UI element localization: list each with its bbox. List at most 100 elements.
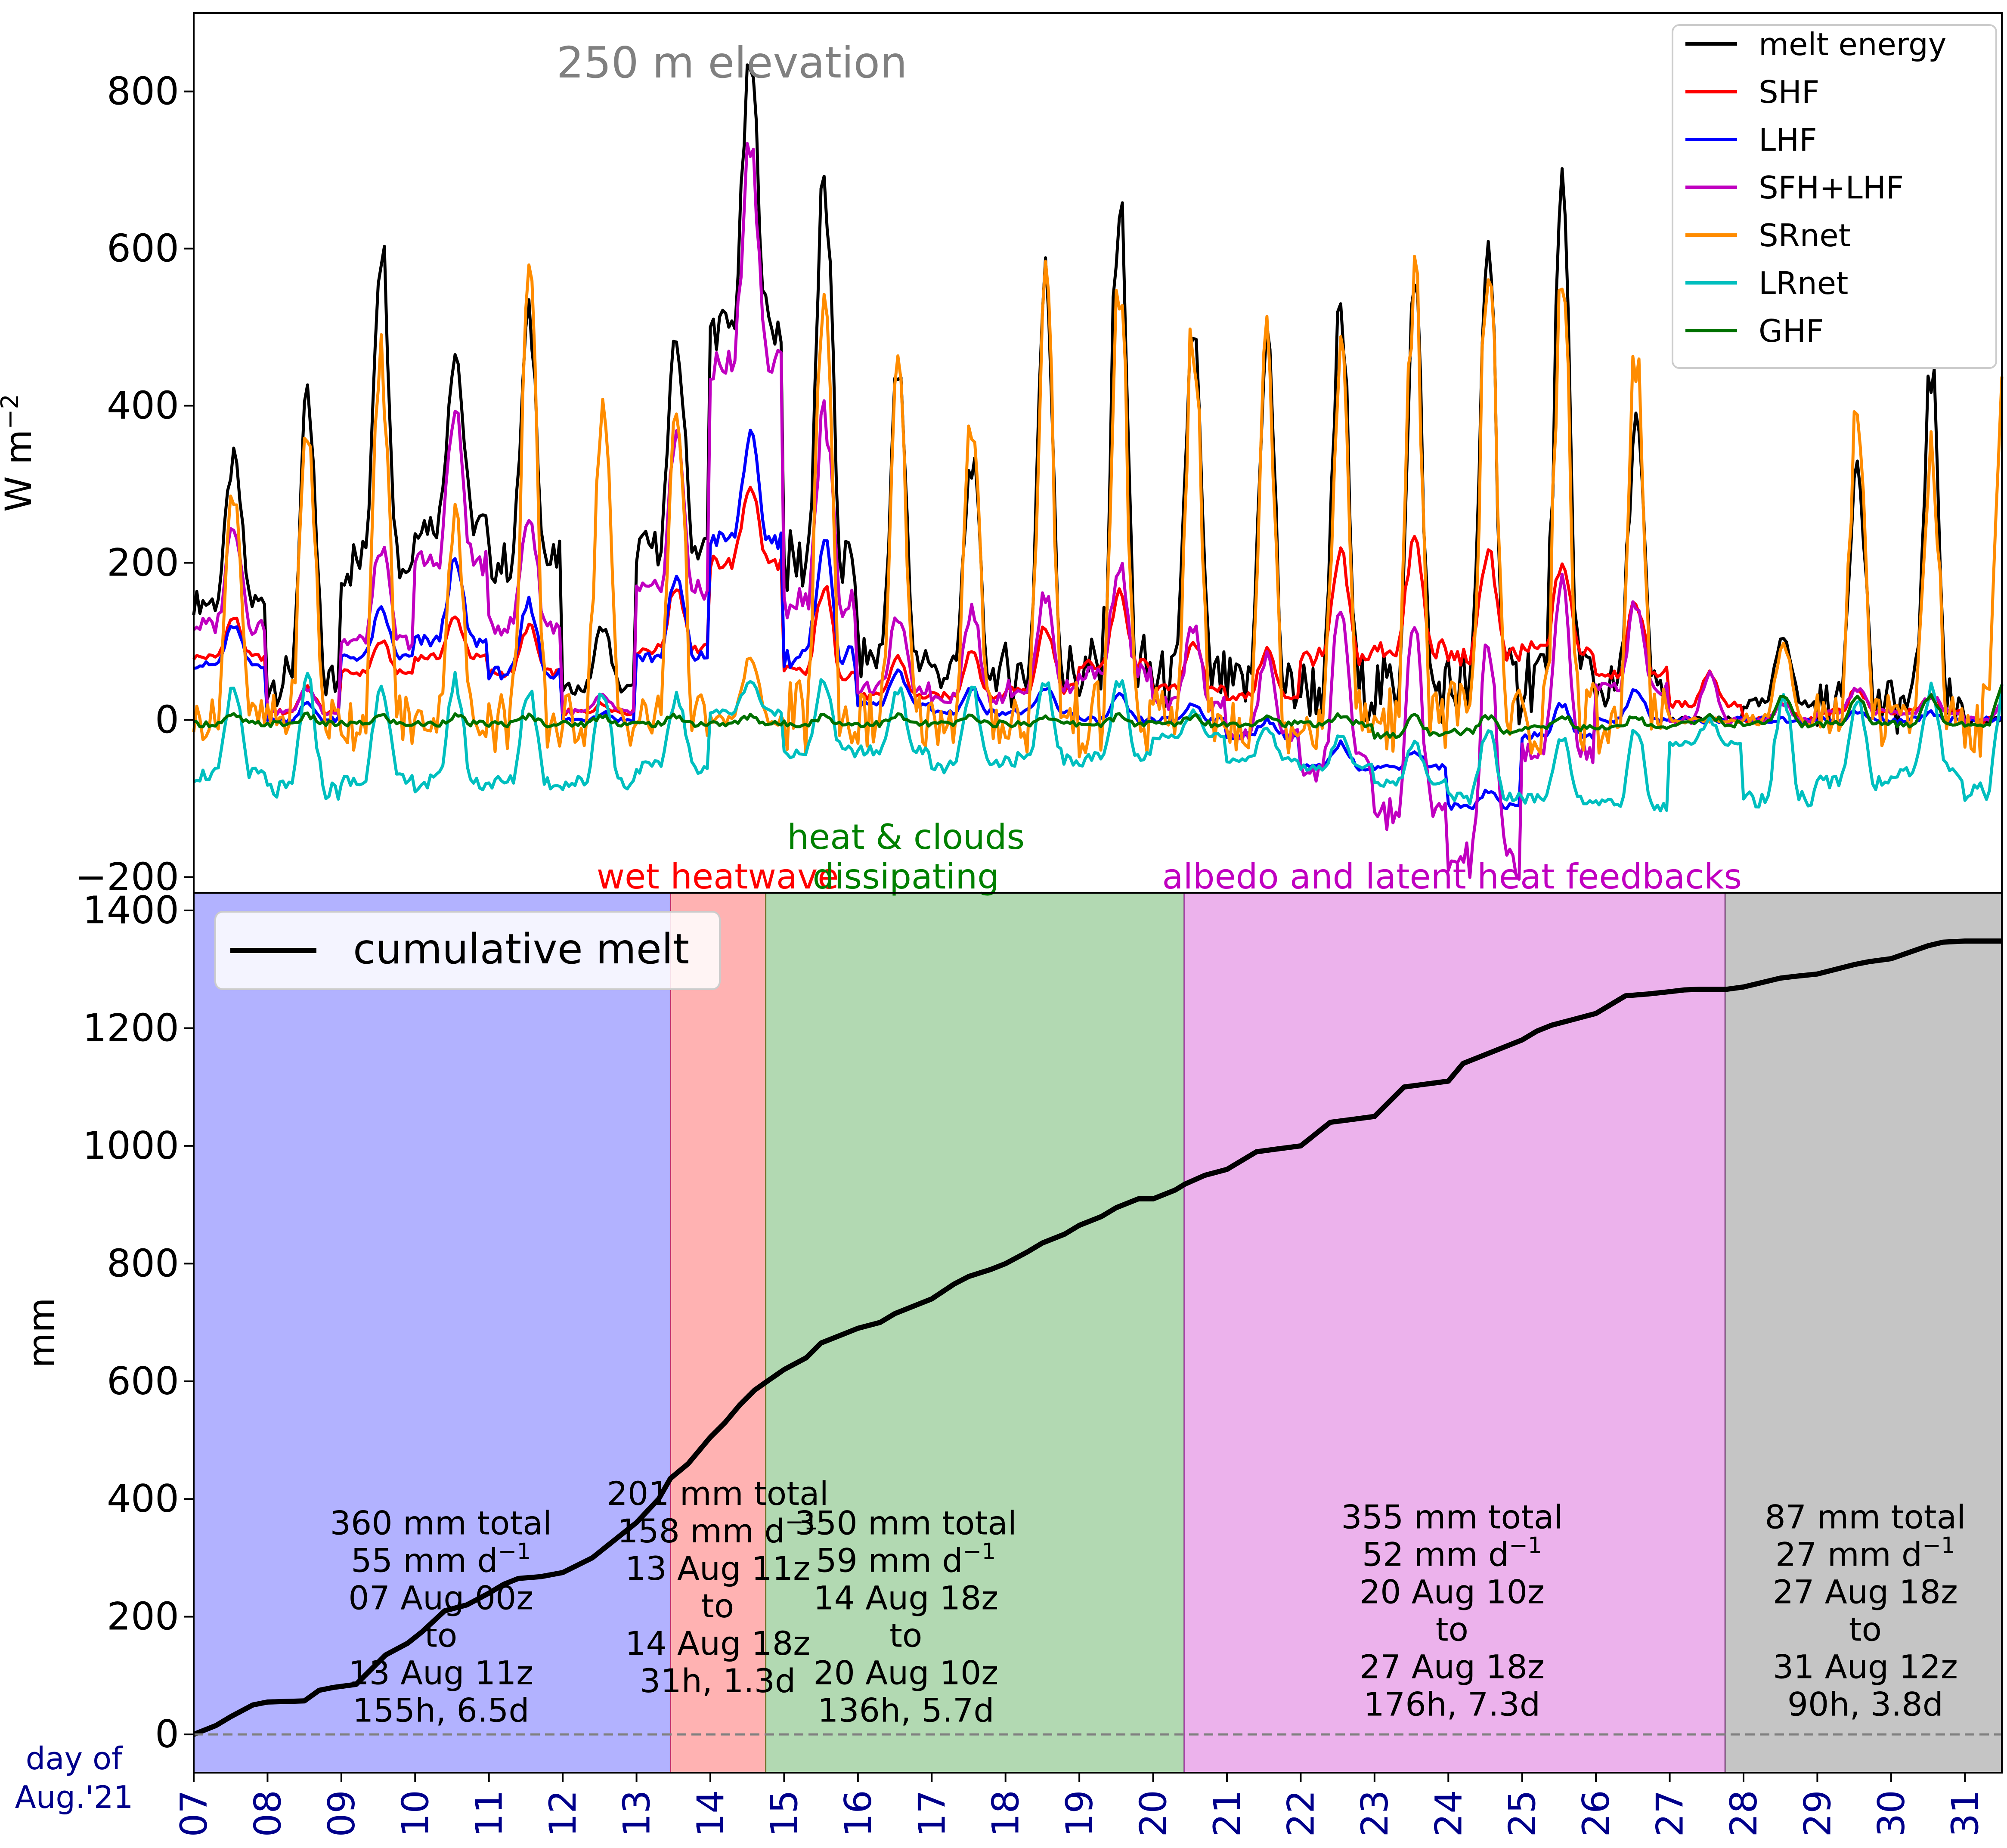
x-tick-label: 22 bbox=[1279, 1790, 1323, 1837]
bottom-y-tick-label: 800 bbox=[107, 1241, 179, 1285]
bottom-y-tick-label: 1200 bbox=[83, 1006, 179, 1050]
x-tick-label: 29 bbox=[1796, 1790, 1839, 1837]
period-span-3 bbox=[765, 892, 1185, 1774]
bottom-x-axis: 07 08 09 10 11 12 13 14 15 16 17 18 19 20 21 22 23 24 25 26… bbox=[173, 1773, 1987, 1837]
x-tick-label: 25 bbox=[1501, 1790, 1544, 1837]
bottom-y-tick-label: 200 bbox=[107, 1594, 179, 1639]
top-panel-series bbox=[192, 63, 2004, 881]
period-3-line-4: to bbox=[889, 1616, 922, 1654]
x-tick-label: 07 bbox=[173, 1790, 216, 1837]
bottom-legend: cumulative melt bbox=[214, 911, 721, 990]
period-1-line-4: to bbox=[424, 1616, 457, 1654]
x-tick-label: 13 bbox=[616, 1790, 659, 1837]
x-tick-label: 09 bbox=[320, 1790, 363, 1837]
bottom-y-axis-label: mm bbox=[20, 1297, 62, 1368]
period-spans bbox=[193, 892, 2003, 1774]
period-span-2 bbox=[669, 892, 767, 1774]
x-tick-label: 28 bbox=[1722, 1790, 1765, 1837]
x-tick-label: 16 bbox=[837, 1790, 880, 1837]
period-3-line-2: 59 mm d−1 bbox=[816, 1538, 996, 1579]
series-line-sfh-lhf bbox=[192, 142, 2002, 881]
legend-label-cumulative-melt: cumulative melt bbox=[353, 925, 689, 973]
legend-label-lhf: LHF bbox=[1759, 122, 1817, 158]
x-tick-label: 17 bbox=[911, 1790, 954, 1837]
top-y-tick-label: −200 bbox=[75, 855, 179, 899]
period-span-5 bbox=[1724, 892, 2003, 1774]
x-tick-label: 12 bbox=[542, 1790, 585, 1837]
x-tick-label: 23 bbox=[1353, 1790, 1397, 1837]
period-4-line-2: 52 mm d−1 bbox=[1362, 1533, 1542, 1574]
x-tick-label: 21 bbox=[1206, 1790, 1249, 1837]
x-tick-label: 11 bbox=[468, 1790, 511, 1837]
legend-label-melt-energy: melt energy bbox=[1759, 26, 1946, 62]
period-5-line-3: 27 Aug 18z bbox=[1773, 1573, 1958, 1611]
top-y-tick-label: 800 bbox=[107, 69, 179, 114]
series-line-cumulative-melt bbox=[192, 938, 2002, 1737]
period-span-4 bbox=[1183, 892, 1726, 1774]
bottom-panel-frame bbox=[193, 892, 2003, 1774]
period-1-line-1: 360 mm total bbox=[330, 1504, 552, 1542]
x-tick-label: 27 bbox=[1649, 1790, 1692, 1837]
x-tick-label: 15 bbox=[763, 1790, 806, 1837]
x-tick-label: 24 bbox=[1427, 1790, 1470, 1837]
period-5-line-5: 31 Aug 12z bbox=[1773, 1648, 1958, 1686]
bottom-y-tick-label: 600 bbox=[107, 1359, 179, 1403]
period-1-line-3: 07 Aug 00z bbox=[348, 1579, 533, 1617]
x-tick-label: 19 bbox=[1058, 1790, 1101, 1837]
period-3-line-6: 136h, 5.7d bbox=[818, 1691, 994, 1729]
period-3-line-1: 350 mm total bbox=[795, 1504, 1017, 1542]
x-tick-label: 20 bbox=[1132, 1790, 1175, 1837]
period-1-line-6: 155h, 6.5d bbox=[353, 1691, 530, 1729]
bottom-y-tick-label: 0 bbox=[155, 1712, 179, 1756]
period-4-line-6: 176h, 7.3d bbox=[1364, 1685, 1541, 1724]
period-2-line-6: 31h, 1.3d bbox=[640, 1662, 796, 1700]
top-y-tick-label: 400 bbox=[107, 384, 179, 428]
x-axis-label-line2: Aug.'21 bbox=[15, 1779, 133, 1815]
series-line-ghf bbox=[193, 684, 2004, 740]
x-tick-label: 18 bbox=[985, 1790, 1028, 1837]
period-2-line-5: 14 Aug 18z bbox=[625, 1624, 810, 1662]
top-y-axis: −200 0 200 400 600 800 bbox=[75, 69, 194, 899]
bottom-panel-series bbox=[192, 938, 2002, 1737]
legend-label-shf: SHF bbox=[1759, 74, 1819, 110]
period-3-line-3: 14 Aug 18z bbox=[813, 1579, 998, 1617]
period-5-line-6: 90h, 3.8d bbox=[1787, 1685, 1943, 1724]
x-tick-label: 10 bbox=[394, 1790, 437, 1837]
top-y-tick-label: 200 bbox=[107, 541, 179, 585]
period-3-line-5: 20 Aug 10z bbox=[813, 1653, 998, 1692]
legend-label-lrnet: LRnet bbox=[1759, 265, 1848, 301]
x-tick-label: 30 bbox=[1870, 1790, 1913, 1837]
bottom-y-axis: 0 200 400 600 800 1000 1200 1400 bbox=[83, 888, 194, 1756]
top-y-axis-label: W m−2 bbox=[0, 394, 40, 512]
top-legend-box bbox=[1672, 24, 1997, 369]
period-4-line-3: 20 Aug 10z bbox=[1360, 1573, 1545, 1611]
regime-label-line2: dissipating bbox=[813, 857, 999, 897]
x-tick-label: 26 bbox=[1575, 1790, 1618, 1837]
period-2-line-4: to bbox=[701, 1587, 734, 1625]
legend-label-srnet: SRnet bbox=[1759, 217, 1851, 254]
period-1-line-5: 13 Aug 11z bbox=[348, 1653, 533, 1692]
period-2-line-2: 158 mm d−1 bbox=[617, 1509, 818, 1550]
legend-label-sfh-lhf: SFH+LHF bbox=[1759, 170, 1904, 206]
bottom-legend-box bbox=[214, 911, 721, 990]
regime-label-line1: heat & clouds bbox=[787, 817, 1025, 857]
series-line-lrnet bbox=[193, 671, 2004, 813]
top-y-tick-label: 600 bbox=[107, 226, 179, 271]
top-legend: melt energy SHF LHF SFH+LHF SRnet LRnet GHF bbox=[1672, 24, 1997, 369]
top-y-tick-label: 0 bbox=[155, 698, 179, 742]
x-tick-label: 08 bbox=[246, 1790, 289, 1837]
period-2-line-3: 13 Aug 11z bbox=[625, 1549, 810, 1588]
period-5-line-4: to bbox=[1849, 1610, 1882, 1649]
period-5-line-2: 27 mm d−1 bbox=[1775, 1533, 1955, 1574]
period-5-line-1: 87 mm total bbox=[1765, 1498, 1966, 1536]
period-2-line-1: 201 mm total bbox=[607, 1474, 829, 1513]
period-4-line-1: 355 mm total bbox=[1341, 1498, 1563, 1536]
bottom-y-tick-label: 1400 bbox=[83, 888, 179, 932]
top-panel-title: 250 m elevation bbox=[557, 37, 907, 88]
regime-label: albedo and latent heat feedbacks bbox=[1162, 857, 1742, 897]
regime-label: wet heatwave bbox=[597, 857, 839, 897]
